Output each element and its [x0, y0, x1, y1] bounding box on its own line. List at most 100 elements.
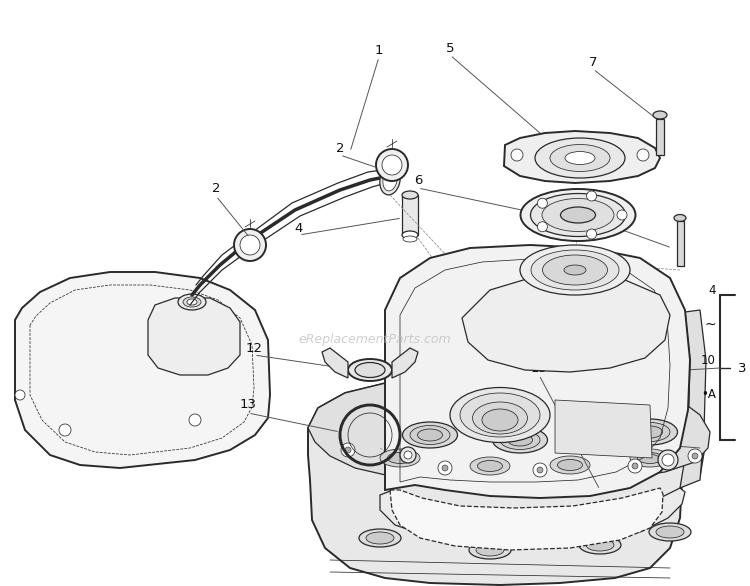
Text: 10: 10	[607, 427, 623, 440]
Polygon shape	[676, 221, 683, 266]
Polygon shape	[308, 378, 710, 483]
Ellipse shape	[478, 461, 502, 472]
Ellipse shape	[638, 452, 662, 464]
Circle shape	[533, 463, 547, 477]
Circle shape	[400, 447, 416, 463]
Circle shape	[234, 229, 266, 261]
Polygon shape	[504, 131, 660, 183]
Ellipse shape	[564, 265, 586, 275]
Text: •A: •A	[600, 434, 617, 447]
Ellipse shape	[520, 245, 630, 295]
Ellipse shape	[187, 299, 197, 305]
Ellipse shape	[649, 523, 691, 541]
Ellipse shape	[382, 169, 398, 191]
Ellipse shape	[469, 541, 511, 559]
Ellipse shape	[460, 393, 540, 437]
Circle shape	[538, 222, 548, 231]
Circle shape	[438, 461, 452, 475]
Ellipse shape	[579, 536, 621, 554]
Circle shape	[442, 465, 448, 471]
Ellipse shape	[565, 152, 595, 165]
Circle shape	[376, 149, 408, 181]
Ellipse shape	[508, 434, 532, 446]
Polygon shape	[385, 245, 690, 498]
Ellipse shape	[482, 409, 518, 431]
Polygon shape	[402, 195, 418, 235]
Ellipse shape	[348, 359, 392, 381]
Polygon shape	[308, 378, 705, 585]
Ellipse shape	[557, 459, 583, 471]
Text: 4: 4	[295, 222, 303, 234]
Ellipse shape	[535, 138, 625, 178]
Text: 6: 6	[414, 173, 422, 186]
Circle shape	[59, 424, 71, 436]
Ellipse shape	[572, 425, 628, 451]
Polygon shape	[322, 348, 348, 378]
Ellipse shape	[402, 231, 418, 239]
Ellipse shape	[402, 191, 418, 199]
Circle shape	[240, 235, 260, 255]
Ellipse shape	[388, 452, 412, 464]
Ellipse shape	[178, 294, 206, 310]
Circle shape	[345, 447, 351, 453]
Circle shape	[511, 149, 523, 161]
Ellipse shape	[418, 429, 442, 441]
Circle shape	[15, 390, 25, 400]
Ellipse shape	[656, 526, 684, 538]
Ellipse shape	[410, 425, 450, 445]
Ellipse shape	[500, 431, 540, 449]
Polygon shape	[148, 298, 240, 375]
Text: 3: 3	[738, 362, 746, 374]
Circle shape	[632, 463, 638, 469]
Text: 13: 13	[239, 398, 256, 411]
Text: 4: 4	[709, 284, 716, 297]
Circle shape	[628, 459, 642, 473]
Text: 2: 2	[336, 141, 344, 155]
Polygon shape	[555, 400, 652, 458]
Ellipse shape	[550, 145, 610, 172]
Polygon shape	[380, 488, 685, 542]
Polygon shape	[15, 272, 270, 468]
Polygon shape	[392, 348, 418, 378]
Circle shape	[586, 229, 596, 239]
Circle shape	[586, 191, 596, 201]
Text: ~: ~	[704, 318, 716, 332]
Text: eReplacementParts.com: eReplacementParts.com	[298, 333, 452, 346]
Circle shape	[341, 443, 355, 457]
Circle shape	[404, 451, 412, 459]
Circle shape	[637, 149, 649, 161]
Polygon shape	[680, 310, 706, 488]
Ellipse shape	[476, 544, 504, 556]
Ellipse shape	[520, 189, 635, 241]
Ellipse shape	[380, 449, 420, 467]
Text: 15: 15	[530, 362, 548, 374]
Ellipse shape	[542, 255, 608, 285]
Ellipse shape	[674, 214, 686, 222]
Ellipse shape	[550, 456, 590, 474]
Ellipse shape	[586, 539, 614, 551]
Circle shape	[537, 467, 543, 473]
Text: 7: 7	[589, 56, 597, 69]
Text: 1: 1	[375, 43, 383, 56]
Ellipse shape	[472, 402, 527, 434]
Ellipse shape	[630, 449, 670, 467]
Text: 12: 12	[245, 342, 262, 355]
Polygon shape	[390, 488, 663, 550]
Ellipse shape	[530, 193, 626, 237]
Ellipse shape	[183, 297, 201, 307]
Ellipse shape	[470, 457, 510, 475]
Ellipse shape	[622, 419, 677, 445]
Ellipse shape	[531, 250, 619, 290]
Polygon shape	[462, 275, 670, 372]
Ellipse shape	[580, 428, 620, 448]
Ellipse shape	[366, 532, 394, 544]
Circle shape	[688, 449, 702, 463]
Text: 2: 2	[211, 182, 220, 195]
Ellipse shape	[630, 423, 670, 441]
Ellipse shape	[653, 111, 667, 119]
Ellipse shape	[587, 432, 613, 444]
Circle shape	[617, 210, 627, 220]
Text: •A: •A	[701, 389, 716, 401]
Circle shape	[382, 155, 402, 175]
Circle shape	[189, 414, 201, 426]
